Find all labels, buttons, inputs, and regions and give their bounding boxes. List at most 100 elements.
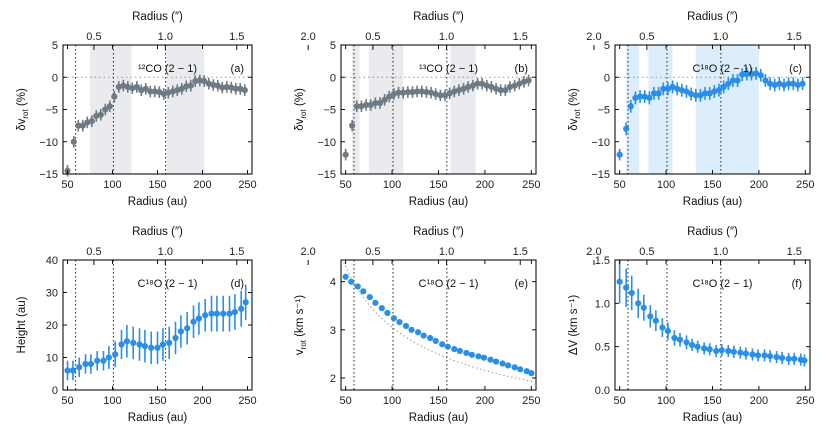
data-point (159, 341, 166, 348)
data-point (749, 351, 756, 358)
data-point (525, 77, 532, 84)
data-point (238, 305, 245, 312)
data-point (118, 341, 125, 348)
x-axis-label: Radius (au) (683, 196, 743, 208)
x-tick-label: 250 (238, 179, 256, 191)
data-point (432, 90, 439, 98)
data-point (402, 322, 410, 330)
data-point (692, 92, 699, 99)
y-tick-label: 5 (604, 40, 610, 52)
data-point (711, 88, 718, 95)
data-point (348, 278, 355, 285)
x-axis-label: Radius (au) (128, 196, 188, 208)
top-tick-label: 1.0 (713, 246, 728, 258)
data-point (729, 77, 737, 84)
data-point (718, 347, 725, 354)
x-tick-label: 50 (340, 395, 352, 407)
data-point (511, 82, 518, 89)
data-point (460, 85, 467, 92)
x-tick-label: 150 (148, 179, 166, 191)
data-point (505, 362, 512, 369)
data-point (172, 334, 179, 342)
data-point (623, 125, 630, 132)
data-point (408, 326, 415, 333)
data-point (201, 78, 208, 85)
top-tick-label: 1.5 (229, 246, 244, 258)
data-point (640, 304, 647, 311)
data-point (688, 90, 695, 98)
top-axis-label: Radius (″) (132, 226, 183, 238)
data-point (743, 70, 750, 78)
data-point (437, 92, 444, 99)
x-axis-label: Radius (au) (409, 196, 469, 208)
data-point (409, 88, 416, 96)
data-point (791, 355, 798, 362)
panel-tag: (a) (231, 63, 244, 75)
data-point (354, 283, 361, 290)
data-point (664, 85, 672, 92)
x-tick-label: 150 (429, 179, 447, 191)
top-tick-label: 0.5 (86, 246, 101, 258)
data-point (762, 77, 769, 84)
data-point (232, 85, 239, 92)
y-tick-label: 3 (330, 325, 336, 337)
data-point (112, 351, 119, 358)
data-point (400, 89, 407, 96)
data-point (725, 80, 732, 87)
y-axis-label: Height (au) (16, 296, 28, 353)
top-axis-label: Radius (″) (413, 11, 464, 23)
data-point (226, 310, 233, 317)
x-tick-label: 250 (796, 179, 814, 191)
x-tick-label: 200 (750, 395, 768, 407)
data-point (381, 96, 388, 103)
y-tick-label: −5 (323, 105, 336, 117)
x-tick-label: 250 (238, 395, 256, 407)
data-point (742, 350, 750, 357)
data-point (790, 80, 797, 87)
y-tick-label: 0 (604, 72, 610, 84)
x-tick-label: 200 (750, 179, 768, 191)
y-tick-label: 0.5 (595, 342, 610, 354)
data-point (616, 278, 623, 285)
data-point (785, 355, 792, 362)
data-point (475, 353, 482, 360)
data-point (190, 318, 197, 325)
data-point (794, 81, 802, 89)
data-point (420, 332, 427, 339)
y-tick-label: −15 (39, 169, 58, 181)
data-point (646, 94, 653, 101)
y-tick-label: 4 (330, 277, 336, 289)
data-point (697, 92, 704, 99)
data-point (487, 356, 494, 363)
x-axis-label: Radius (au) (683, 412, 743, 424)
data-point (785, 80, 792, 87)
shade-region (450, 45, 476, 174)
y-axis-label-rest: (%) (16, 88, 28, 109)
x-tick-label: 200 (476, 179, 494, 191)
y-tick-label: −10 (317, 137, 336, 149)
data-point (623, 284, 630, 291)
top-axis-label: Radius (″) (132, 11, 183, 23)
data-point (483, 82, 490, 89)
data-point (396, 319, 403, 326)
data-point (446, 90, 453, 97)
data-point (360, 288, 367, 295)
data-point (242, 299, 249, 306)
data-point (678, 87, 685, 94)
top-tick-label: 2.0 (586, 246, 601, 258)
data-point (220, 310, 227, 317)
data-point (779, 354, 786, 362)
x-tick-label: 200 (193, 179, 211, 191)
data-point (142, 85, 149, 92)
x-tick-label: 50 (614, 395, 626, 407)
y-tick-label: 40 (46, 255, 58, 267)
y-axis-label-part: δv (294, 118, 306, 130)
data-point (378, 305, 385, 312)
data-point (94, 357, 101, 364)
data-point (456, 347, 463, 355)
data-point (418, 88, 425, 95)
shade-region (166, 45, 205, 174)
